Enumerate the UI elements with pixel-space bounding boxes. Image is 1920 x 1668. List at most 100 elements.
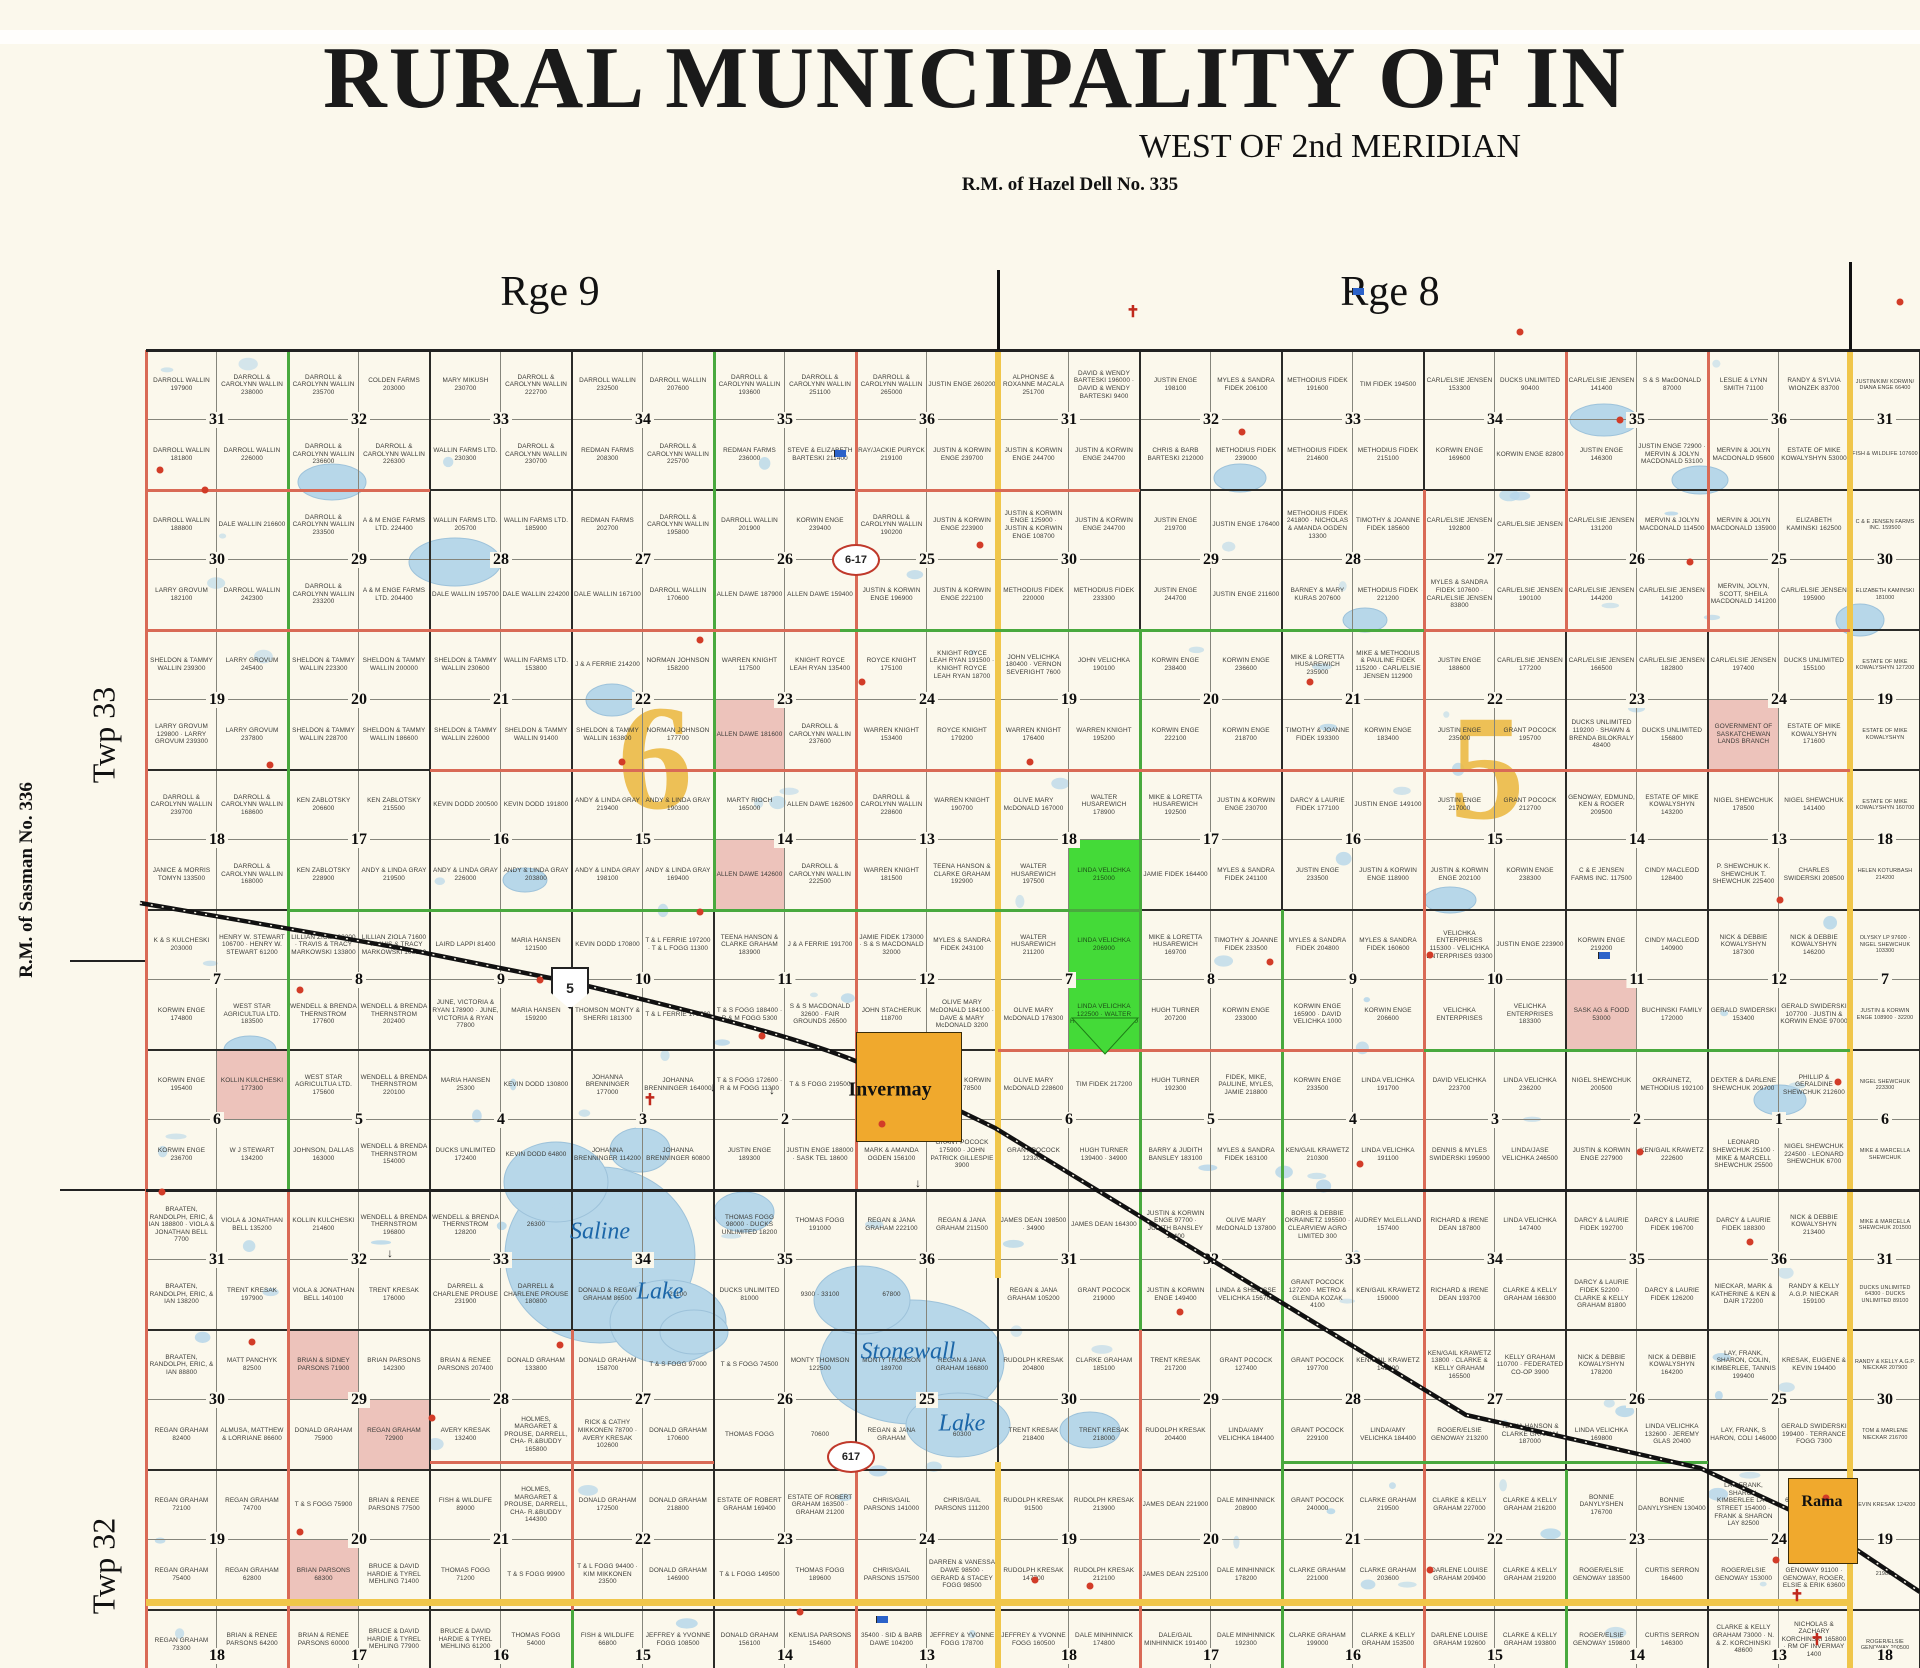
cemetery-cross-icon: ✝ xyxy=(643,1092,657,1109)
section-number: 20 xyxy=(1200,1532,1222,1548)
section: CARL/ELSIE JENSEN 141400 S & S MacDONALD … xyxy=(1566,350,1708,490)
section-number: 11 xyxy=(774,972,796,988)
section-number: 25 xyxy=(1768,1392,1790,1408)
section-number: 35 xyxy=(774,412,796,428)
quarter-parcel: RUDOLPH KRESAK 213900 xyxy=(1069,1471,1139,1540)
section-number: 14 xyxy=(774,1648,796,1664)
quarter-parcel: DUCKS UNLIMITED 64300 · DUCKS UNLIMITED … xyxy=(1859,1284,1911,1304)
section-number: 14 xyxy=(1626,832,1648,848)
quarter-parcel: GRANT POCOCK 175900 · JOHN PATRICK GILLE… xyxy=(930,1139,994,1170)
quarter-parcel: WENDELL & BRENDA THERNSTROM 154000 xyxy=(360,1143,428,1166)
township-boundary xyxy=(146,348,1920,352)
quarter-parcel: KORWIN ENGE 238300 xyxy=(1506,866,1554,882)
quarter-parcel: CARL/ELSIE JENSEN 190100 xyxy=(1497,586,1563,602)
quarter-parcel: LESLIE & LYNN SMITH 71100 xyxy=(1709,351,1779,420)
quarter-parcel: REGAN GRAHAM 74700 xyxy=(217,1471,287,1540)
quarter-parcel: BRIAN & RENEE PARSONS 207400 xyxy=(431,1331,501,1400)
section: DARROLL & CAROLYNN WALLIN 265000 JUSTIN E… xyxy=(856,350,998,490)
quarter-parcel: T & L FERRIE 197200 · T & L FOGG 11300 xyxy=(643,911,713,980)
quarter-parcel: KORWIN ENGE 236700 xyxy=(147,1120,217,1189)
flag-icon xyxy=(876,1616,888,1623)
quarter-parcel: MERVIN & JOLYN MACDONALD 135900 xyxy=(1709,491,1779,560)
quarter-parcel: ANDY & LINDA GRAY 190300 xyxy=(643,771,713,840)
section: RUDOLPH KRESAK 204800 CLARKE GRAHAM 18510… xyxy=(998,1330,1140,1470)
arrow-icon: ↓ xyxy=(915,1176,921,1190)
road-red xyxy=(144,350,148,1668)
quarter-parcel: JUSTIN ENGE 72900 · MERVIN & JOLYN MACDO… xyxy=(1638,443,1706,466)
quarter-parcel: DENNIS & MYLES SWIDERSKI 195900 xyxy=(1425,1120,1495,1189)
quarter-parcel: JUSTIN & KORWIN ENGE 244700 xyxy=(999,420,1069,489)
quarter-parcel: ANDY & LINDA GRAY 203800 xyxy=(503,866,569,882)
quarter-parcel: TIMOTHY & JOANNE FIDEK 185600 xyxy=(1353,491,1423,560)
quarter-parcel: TEENA HANSON & CLARKE GRAHAM 183900 xyxy=(715,911,785,980)
section-number: 2 xyxy=(778,1112,792,1128)
quarter-parcel: ALLEN DAWE 142600 xyxy=(715,840,785,909)
quarter-parcel: CARL/ELSIE JENSEN 182800 xyxy=(1637,631,1707,700)
quarter-parcel: DONALD GRAHAM 172500 xyxy=(573,1471,643,1540)
quarter-parcel: LILLIAN ZIOLA 22200 · TRAVIS & TRACY MAR… xyxy=(289,911,359,980)
quarter-parcel: NICHOLAS & ZACHARY KORCHINSKI 165800 · R… xyxy=(1779,1611,1849,1668)
quarter-parcel: DARCY & LAURIE FIDEK 192700 xyxy=(1567,1191,1637,1260)
section: WEST STAR AGRICULTUA LTD. 175600 WENDELL … xyxy=(288,1050,430,1190)
quarter-parcel: JUSTIN & KORWIN ENGE 196900 xyxy=(857,560,927,629)
farmstead-dot-icon xyxy=(618,758,626,766)
farmstead-dot-icon xyxy=(1686,558,1694,566)
quarter-parcel: DAVID VELICHKA 223700 xyxy=(1425,1051,1495,1120)
quarter-parcel: KORWIN ENGE 233000 xyxy=(1222,1006,1270,1022)
quarter-parcel: GRANT POCOCK 212700 xyxy=(1495,771,1565,840)
section-number: 16 xyxy=(1342,1648,1364,1664)
section-number: 35 xyxy=(774,1252,796,1268)
quarter-parcel: RAY/JACKIE PURYCK 219100 xyxy=(857,420,927,489)
road-red xyxy=(286,1190,290,1668)
quarter-parcel: REGAN & JANA GRAHAM 211500 xyxy=(927,1191,997,1260)
quarter-parcel: MARIA HANSEN 159200 xyxy=(511,1006,561,1022)
quarter-parcel: LINDA VELICHKA 191700 xyxy=(1353,1051,1423,1120)
quarter-parcel: DARCY & LAURIE FIDEK 196700 xyxy=(1637,1191,1707,1260)
quarter-parcel: BORIS & DEBBIE OKRAINETZ 195500 · CLEARV… xyxy=(1283,1191,1353,1260)
quarter-parcel: DARCY & LAURIE FIDEK 126200 xyxy=(1644,1286,1700,1302)
quarter-parcel: NIGEL SHEWCHUK 141400 xyxy=(1779,771,1849,840)
section-number: 24 xyxy=(916,692,938,708)
farmstead-dot-icon xyxy=(1834,1078,1842,1086)
road-green xyxy=(288,908,1140,912)
section-number: 21 xyxy=(490,692,512,708)
quarter-parcel: CLARKE & KELLY GRAHAM 193800 xyxy=(1495,1611,1565,1668)
quarter-parcel: REGAN GRAHAM 72900 xyxy=(359,1400,429,1469)
quarter-parcel: CLARKE & KELLY GRAHAM 153500 xyxy=(1353,1611,1423,1668)
quarter-parcel: KORWIN ENGE 236600 xyxy=(1211,631,1281,700)
quarter-parcel: JUNE, VICTORIA & RYAN 178900 · JUNE, VIC… xyxy=(431,980,501,1049)
section-number: 17 xyxy=(1200,832,1222,848)
section-number: 36 xyxy=(916,1252,938,1268)
quarter-parcel: VIOLA & JONATHAN BELL 135200 xyxy=(217,1191,287,1260)
quarter-parcel: DARROLL WALLIN 201900 xyxy=(715,491,785,560)
section-number: 35 xyxy=(1626,412,1648,428)
quarter-parcel: JUSTIN & KORWIN ENGE 230700 xyxy=(1211,771,1281,840)
quarter-parcel: ELIZABETH KAMINSKI 181000 xyxy=(1855,588,1915,601)
quarter-parcel: NIECKAR, MARK & KATHERINE & KEN & DAIR 1… xyxy=(1709,1260,1779,1329)
section-number: 31 xyxy=(1874,412,1896,428)
quarter-parcel: KORWIN ENGE 222100 xyxy=(1141,700,1211,769)
section: REGAN GRAHAM 72100 REGAN GRAHAM 74700 REGA… xyxy=(146,1470,288,1610)
quarter-parcel: METHODIUS FIDEK 241800 · NICHOLAS & AMAN… xyxy=(1283,491,1353,560)
quarter-parcel: BRIAN PARSONS 68300 xyxy=(289,1540,359,1609)
quarter-parcel: MARIA HANSEN 121500 xyxy=(501,911,571,980)
road-green xyxy=(1280,910,1284,1668)
section-number: 34 xyxy=(1484,1252,1506,1268)
section: GRANT POCOCK 240000 CLARKE GRAHAM 219500 C… xyxy=(1282,1470,1424,1610)
quarter-parcel: DUCKS UNLIMITED 81000 xyxy=(715,1260,785,1329)
road-red xyxy=(1422,490,1426,1668)
quarter-parcel: CARL/ELSIE JENSEN 166500 xyxy=(1567,631,1637,700)
town-invermay xyxy=(856,1032,962,1142)
quarter-parcel: S & S MacDONALD 87000 xyxy=(1637,351,1707,420)
section-number: 25 xyxy=(916,552,938,568)
section-number: 32 xyxy=(348,1252,370,1268)
quarter-parcel: ESTATE OF MIKE KOWALYSHYN 143200 xyxy=(1637,771,1707,840)
town-label: Rama xyxy=(1801,1493,1843,1510)
section-number: 34 xyxy=(1484,412,1506,428)
section-number: 30 xyxy=(1874,1392,1896,1408)
quarter-parcel: KNIGHT ROYCE LEAH RYAN 135400 xyxy=(785,631,855,700)
section-number: 4 xyxy=(1346,1112,1360,1128)
section-number: 15 xyxy=(632,1648,654,1664)
section-number: 3 xyxy=(1488,1112,1502,1128)
quarter-parcel: 67800 xyxy=(857,1260,927,1329)
